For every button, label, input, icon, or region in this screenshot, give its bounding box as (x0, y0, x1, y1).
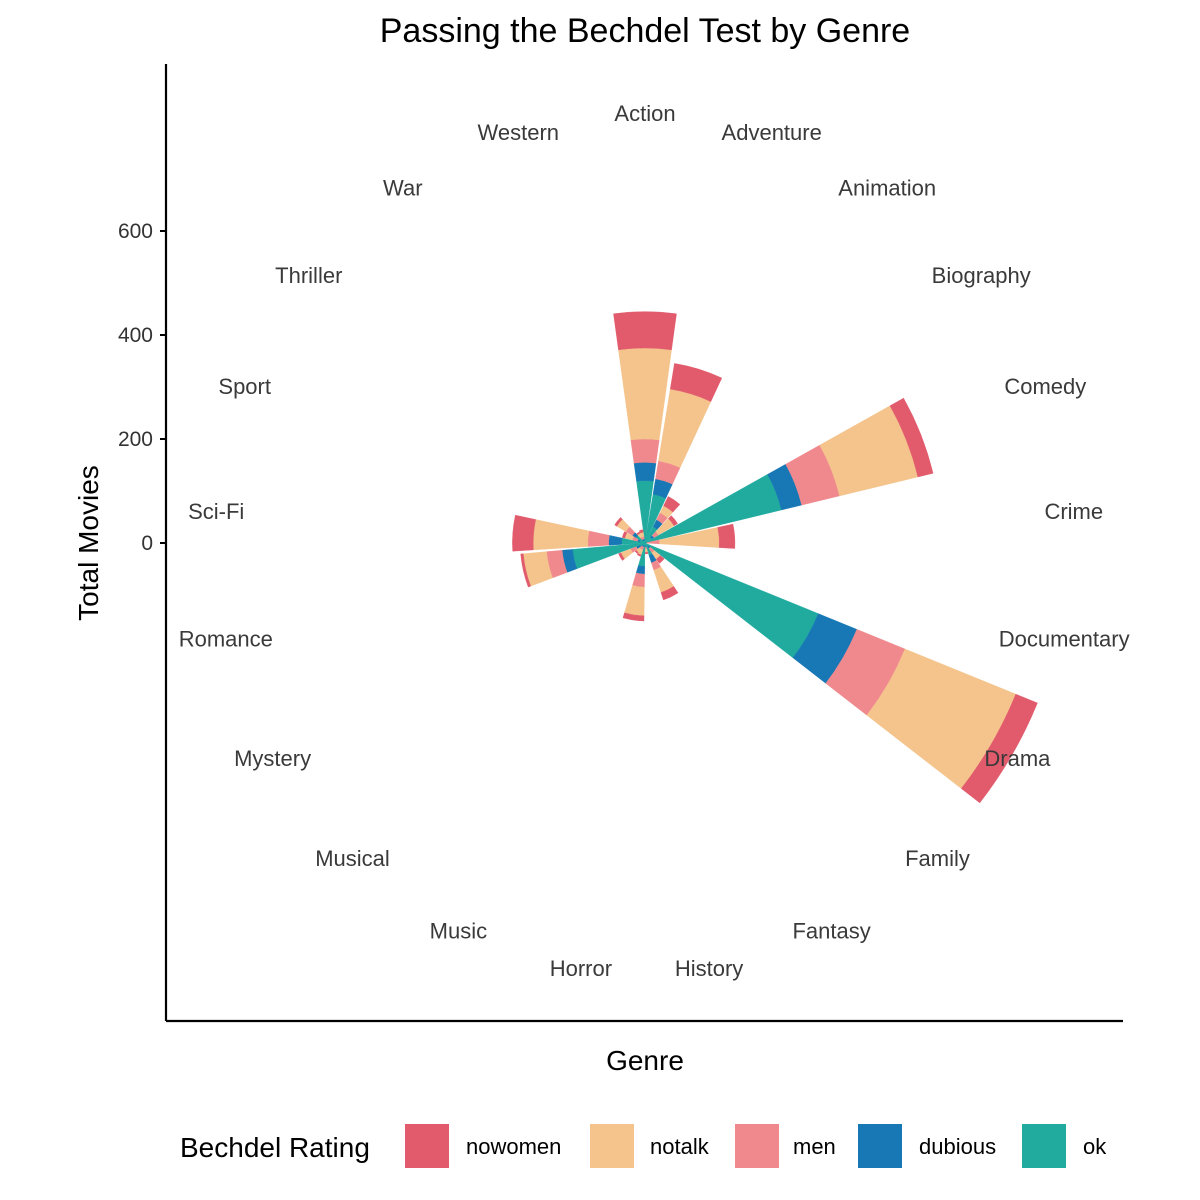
bar-segment-drama-nowomen (960, 693, 1038, 804)
legend-title: Bechdel Rating (180, 1132, 370, 1163)
genre-label-musical: Musical (315, 846, 390, 871)
genre-label-comedy: Comedy (1004, 374, 1086, 399)
y-tick-label: 200 (118, 428, 153, 451)
bar-segment-biography-nowomen (668, 515, 678, 526)
bar-segment-animation-nowomen (663, 496, 681, 513)
genre-label-family: Family (905, 846, 970, 871)
legend-label-nowomen: nowomen (466, 1134, 561, 1159)
bar-segment-romance-nowomen (520, 553, 531, 588)
bar-segment-horror-nowomen (622, 612, 645, 622)
legend-label-men: men (793, 1134, 836, 1159)
bar-segment-sci-fi-nowomen (512, 514, 536, 552)
y-axis-title: Total Movies (73, 465, 104, 621)
bar-segment-music-nowomen (636, 553, 642, 557)
chart-title: Passing the Bechdel Test by Genre (380, 12, 910, 50)
bar-segment-mystery-nowomen (618, 552, 625, 561)
genre-label-crime: Crime (1044, 499, 1103, 524)
bar-segment-horror-men (632, 572, 645, 588)
genre-label-history: History (675, 956, 743, 981)
bar-segment-comedy-nowomen (889, 397, 934, 478)
x-axis-title: Genre (606, 1045, 684, 1076)
bar-segment-drama-ok (644, 542, 819, 659)
bar-segment-sci-fi-men (587, 530, 610, 547)
genre-labels: Action Adventure Animation Biography Comedy C… (179, 101, 1130, 981)
bar-segment-western-nowomen (639, 529, 644, 534)
legend-label-dubious: dubious (919, 1134, 996, 1159)
legend-key-dubious (858, 1124, 902, 1168)
genre-label-fantasy: Fantasy (792, 918, 870, 943)
genre-label-sport: Sport (218, 374, 271, 399)
genre-label-animation: Animation (838, 176, 936, 201)
bar-segment-history-nowomen (644, 551, 649, 555)
genre-label-documentary: Documentary (999, 627, 1130, 652)
legend-key-notalk (590, 1124, 634, 1168)
legend: Bechdel Rating nowomen notalk men dubious ok (180, 1124, 1107, 1168)
y-tick-label: 400 (118, 324, 153, 347)
bar-segment-family-nowomen (656, 555, 665, 564)
y-axis-ticks: 0 200 400 600 (118, 220, 166, 555)
bar-segment-action-dubious (633, 462, 657, 482)
genre-label-war: War (383, 176, 423, 201)
bar-segment-thriller-nowomen (614, 517, 623, 527)
genre-label-action: Action (614, 101, 675, 126)
legend-key-men (735, 1124, 779, 1168)
genre-label-mystery: Mystery (234, 746, 311, 771)
y-tick-label: 600 (118, 220, 153, 243)
genre-label-biography: Biography (932, 263, 1031, 288)
bar-segment-horror-notalk (624, 585, 645, 616)
bar-segment-sport-nowomen (622, 531, 628, 539)
genre-label-music: Music (430, 918, 487, 943)
genre-label-romance: Romance (179, 627, 273, 652)
bar-segment-adventure-nowomen (670, 363, 723, 402)
legend-label-ok: ok (1083, 1134, 1107, 1159)
bar-segment-action-notalk (618, 347, 672, 441)
bar-segment-war-nowomen (636, 531, 641, 536)
genre-label-drama: Drama (984, 746, 1051, 771)
bar-segment-sci-fi-dubious (608, 535, 623, 546)
bar-segment-adventure-notalk (658, 388, 712, 468)
bar-segment-crime-nowomen (717, 523, 736, 549)
genre-label-adventure: Adventure (722, 120, 822, 145)
bar-segment-musical-nowomen (634, 549, 639, 554)
genre-label-horror: Horror (550, 956, 612, 981)
polar-bars (512, 311, 1038, 804)
bar-segment-action-men (630, 438, 660, 464)
legend-key-nowomen (405, 1124, 449, 1168)
y-tick-label: 0 (141, 532, 153, 555)
legend-key-ok (1022, 1124, 1066, 1168)
genre-label-thriller: Thriller (275, 263, 342, 288)
bar-segment-horror-dubious (635, 565, 645, 575)
genre-label-sci-fi: Sci-Fi (188, 499, 244, 524)
bar-segment-sci-fi-notalk (533, 519, 590, 551)
bar-segment-action-nowomen (613, 311, 677, 351)
bar-segment-fantasy-nowomen (660, 586, 679, 601)
legend-label-notalk: notalk (650, 1134, 710, 1159)
genre-label-western: Western (478, 120, 560, 145)
